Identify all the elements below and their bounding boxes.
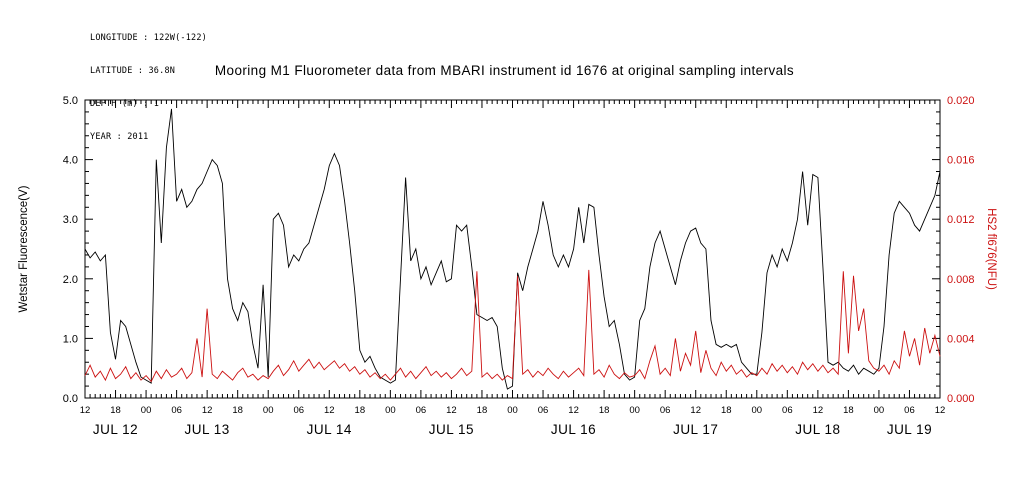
longitude-text: LONGITUDE : 122W(-122) bbox=[90, 33, 207, 43]
day-tick-label: JUL 14 bbox=[307, 422, 352, 437]
hour-tick-label: 18 bbox=[843, 405, 854, 416]
right-axis-tick-label: 0.000 bbox=[947, 393, 975, 405]
hour-tick-label: 06 bbox=[904, 405, 915, 416]
right-axis-tick-label: 0.016 bbox=[947, 155, 975, 167]
hour-tick-label: 12 bbox=[813, 405, 824, 416]
right-axis-title: HS2 fl676(NFU) bbox=[985, 208, 997, 290]
hour-tick-label: 06 bbox=[660, 405, 671, 416]
left-axis-tick-label: 1.0 bbox=[63, 333, 78, 345]
right-axis-tick-label: 0.020 bbox=[947, 95, 975, 107]
hour-tick-label: 00 bbox=[629, 405, 640, 416]
latitude-text: LATITUDE : 36.8N bbox=[90, 66, 176, 76]
hour-tick-label: 12 bbox=[935, 405, 946, 416]
plot-frame bbox=[84, 99, 941, 399]
hour-tick-label: 00 bbox=[385, 405, 396, 416]
hour-tick-label: 18 bbox=[355, 405, 366, 416]
hour-tick-label: 06 bbox=[416, 405, 427, 416]
hs2-fl676-line bbox=[84, 269, 941, 383]
left-axis-tick-label: 5.0 bbox=[63, 95, 78, 107]
right-axis-tick-label: 0.012 bbox=[947, 214, 975, 226]
hour-tick-label: 00 bbox=[874, 405, 885, 416]
hour-tick-label: 18 bbox=[110, 405, 121, 416]
day-tick-label: JUL 16 bbox=[551, 422, 596, 437]
left-axis-tick-label: 3.0 bbox=[63, 214, 78, 226]
hour-tick-label: 00 bbox=[263, 405, 274, 416]
wetstar-fluorescence-line bbox=[84, 108, 941, 390]
left-axis-tick-label: 2.0 bbox=[63, 274, 78, 286]
day-tick-label: JUL 19 bbox=[887, 422, 932, 437]
hour-tick-label: 12 bbox=[568, 405, 579, 416]
left-axis-tick-label: 0.0 bbox=[63, 393, 78, 405]
year-text: YEAR : 2011 bbox=[90, 132, 149, 142]
hour-tick-label: 12 bbox=[324, 405, 335, 416]
right-axis-tick-label: 0.008 bbox=[947, 274, 975, 286]
day-tick-label: JUL 15 bbox=[429, 422, 474, 437]
right-axis-tick-label: 0.004 bbox=[947, 333, 975, 345]
day-tick-label: JUL 17 bbox=[673, 422, 718, 437]
left-axis-tick-label: 4.0 bbox=[63, 155, 78, 167]
hour-tick-label: 12 bbox=[690, 405, 701, 416]
hour-tick-label: 00 bbox=[507, 405, 518, 416]
hour-tick-label: 00 bbox=[751, 405, 762, 416]
hour-tick-label: 18 bbox=[232, 405, 243, 416]
chart-title: Mooring M1 Fluorometer data from MBARI i… bbox=[214, 63, 795, 78]
hour-tick-label: 06 bbox=[538, 405, 549, 416]
hour-tick-label: 18 bbox=[599, 405, 610, 416]
day-tick-label: JUL 18 bbox=[795, 422, 840, 437]
day-tick-label: JUL 12 bbox=[93, 422, 138, 437]
hour-tick-label: 00 bbox=[141, 405, 152, 416]
hour-tick-label: 12 bbox=[446, 405, 457, 416]
hour-tick-label: 18 bbox=[477, 405, 488, 416]
hour-tick-label: 18 bbox=[721, 405, 732, 416]
hour-tick-label: 12 bbox=[80, 405, 91, 416]
hour-tick-label: 06 bbox=[171, 405, 182, 416]
hour-tick-label: 06 bbox=[782, 405, 793, 416]
day-tick-label: JUL 13 bbox=[185, 422, 230, 437]
hour-tick-label: 12 bbox=[202, 405, 213, 416]
hour-tick-label: 06 bbox=[293, 405, 304, 416]
left-axis-title: Wetstar Fluorescence(V) bbox=[18, 185, 30, 312]
